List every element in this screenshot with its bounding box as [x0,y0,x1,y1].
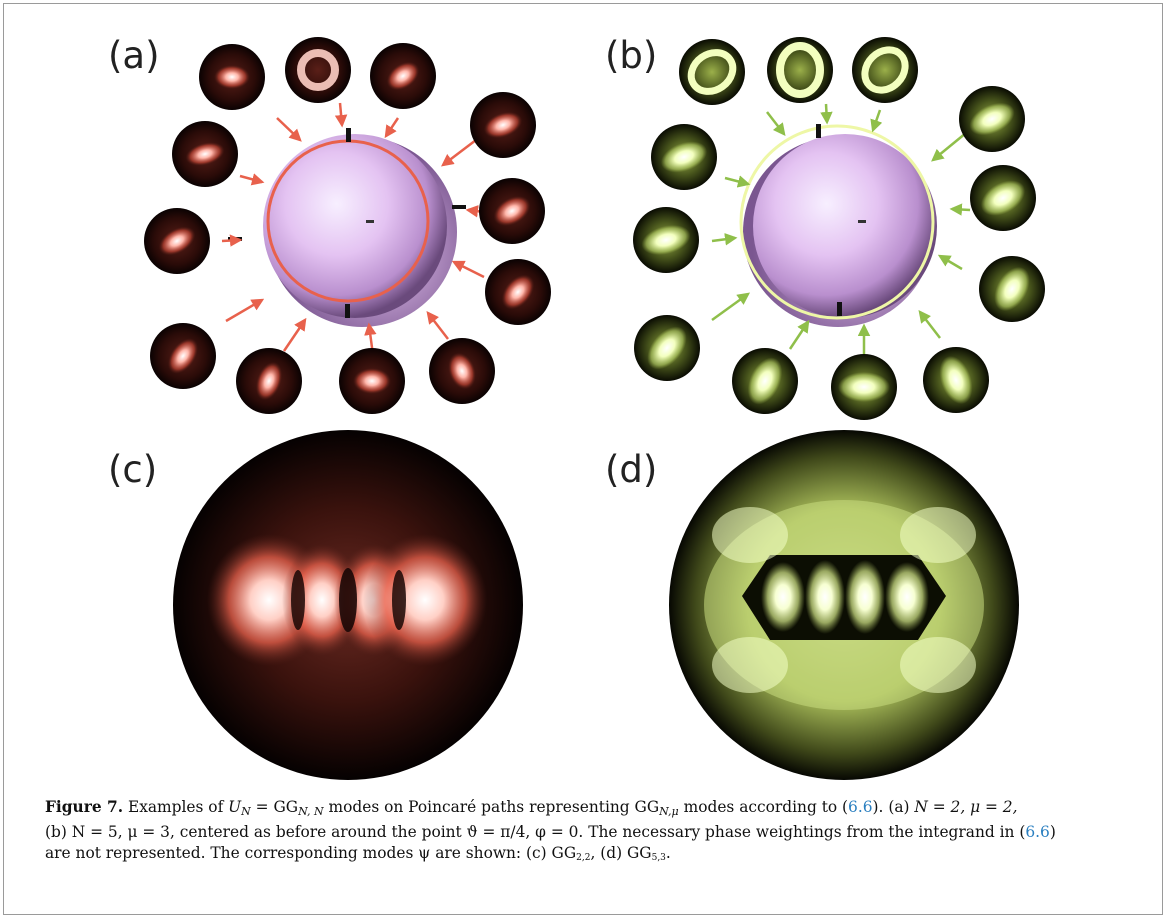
caption-math: U [228,798,242,816]
caption-math-sub: N [241,805,251,818]
panel-a-label: (a) [108,34,160,77]
panel-c-graphic [173,430,523,780]
caption-math-sub: 5,3 [651,853,666,863]
panel-b-graphic [633,37,1045,420]
panel-d-graphic [669,430,1019,780]
caption-text: . [665,844,671,862]
figure-caption: Figure 7. Examples of UN = GGN, N modes … [45,797,1135,869]
caption-text: ) [1049,823,1056,841]
caption-text: Examples of [123,798,229,816]
figure-graphic [144,37,1045,780]
caption-text: , (d) GG [590,844,652,862]
caption-math-sub: 2,2 [576,853,591,863]
figure-label: Figure 7. [45,798,124,816]
panel-c-label: (c) [108,448,158,491]
caption-text: modes on Poincaré paths representing GG [323,798,660,816]
panel-d-label: (d) [605,448,658,491]
caption-math: N = 2, μ = 2, [914,798,1018,816]
equation-reference-link[interactable]: 6.6 [848,798,873,816]
caption-text: = GG [250,798,299,816]
caption-math-sub: N, N [298,805,324,818]
caption-math-sub: N,μ [659,805,679,818]
panel-a-graphic [144,37,551,414]
caption-text: are not represented. The corresponding m… [45,844,577,862]
equation-reference-link[interactable]: 6.6 [1025,823,1050,841]
caption-text: ). (a) [872,798,915,816]
caption-text: (b) N = 5, μ = 3, centered as before aro… [45,823,1026,841]
panel-b-label: (b) [605,34,658,77]
caption-text: modes according to ( [678,798,849,816]
